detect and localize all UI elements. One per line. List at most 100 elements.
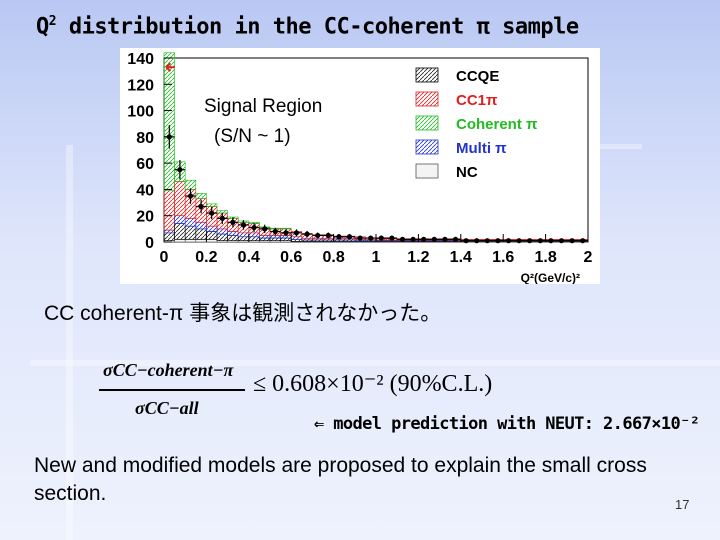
background-band-horizontal bbox=[30, 360, 720, 366]
slide-title: Q2 distribution in the CC-coherent π sam… bbox=[36, 14, 579, 39]
data-point-25 bbox=[431, 236, 437, 242]
data-point-15 bbox=[325, 232, 331, 239]
data-point-26 bbox=[442, 236, 448, 242]
bar-multi-2 bbox=[184, 218, 197, 227]
bar-coherent-0 bbox=[163, 52, 175, 192]
data-point-38 bbox=[569, 238, 575, 244]
bar-multi-10 bbox=[269, 235, 281, 239]
bar-ccqe-6 bbox=[227, 235, 239, 241]
bar-multi-7 bbox=[237, 232, 250, 238]
bar-coherent-5 bbox=[216, 210, 228, 214]
y-tick-label-20: 20 bbox=[136, 209, 154, 226]
data-point-3 bbox=[198, 203, 204, 210]
data-point-20 bbox=[378, 235, 384, 241]
legend-swatch-0 bbox=[415, 67, 439, 83]
legend-label-0: CCQE bbox=[456, 68, 499, 85]
bar-multi-0 bbox=[163, 229, 175, 234]
signal-region-label-0: Signal Region bbox=[204, 96, 322, 117]
data-point-18 bbox=[357, 235, 363, 241]
body-text: New and modified models are proposed to … bbox=[34, 454, 647, 505]
data-point-39 bbox=[580, 238, 586, 244]
x-tick-label-0.2: 0.2 bbox=[195, 249, 217, 266]
bar-ccqe-2 bbox=[184, 225, 197, 240]
formula-relation: ≤ 0.608×10⁻² (90%C.L.) bbox=[253, 371, 493, 397]
data-point-17 bbox=[346, 234, 353, 240]
bar-nc-1 bbox=[174, 239, 186, 243]
x-tick-label-0.6: 0.6 bbox=[280, 249, 302, 266]
data-point-1 bbox=[177, 167, 183, 173]
data-point-34 bbox=[527, 238, 533, 244]
x-tick-label-2: 2 bbox=[584, 249, 593, 266]
formula-denominator: σCC−all bbox=[135, 398, 199, 418]
bar-nc-3 bbox=[195, 239, 207, 243]
data-point-2 bbox=[187, 193, 194, 199]
y-tick-label-140: 140 bbox=[127, 51, 154, 68]
bar-ccqe-1 bbox=[174, 223, 186, 240]
x-tick-label-1.4: 1.4 bbox=[450, 249, 472, 266]
background-band-vertical bbox=[66, 145, 73, 540]
subtitle: CC coherent-π 事象は観測されなかった。 bbox=[44, 302, 442, 325]
bar-ccqe-5 bbox=[216, 233, 228, 241]
bar-ccqe-11 bbox=[280, 237, 292, 241]
fraction-bar bbox=[99, 389, 245, 391]
model-prediction-note: ⇐ model prediction with NEUT: 2.667×10⁻² bbox=[314, 414, 700, 434]
upper-limit-formula: σCC−coherent−π σCC−all ≤ 0.608×10⁻² (90%… bbox=[95, 352, 565, 432]
title-superscript: 2 bbox=[48, 14, 57, 29]
y-tick-label-80: 80 bbox=[136, 130, 154, 147]
bar-coherent-2 bbox=[184, 179, 197, 190]
bar-ccqe-3 bbox=[195, 228, 207, 240]
x-tick-label-1.8: 1.8 bbox=[534, 249, 556, 266]
bar-nc-2 bbox=[184, 239, 197, 243]
bar-coherent-4 bbox=[206, 203, 218, 207]
bar-multi-3 bbox=[195, 221, 207, 230]
data-point-14 bbox=[315, 232, 321, 239]
data-point-4 bbox=[209, 210, 215, 216]
bar-cc1-0 bbox=[163, 190, 175, 231]
formula-numerator: σCC−coherent−π bbox=[103, 360, 234, 380]
bar-multi-9 bbox=[259, 235, 271, 239]
title-text: distribution in the CC-coherent π sample bbox=[56, 14, 579, 40]
data-point-21 bbox=[389, 235, 395, 241]
data-point-24 bbox=[421, 236, 427, 242]
data-point-16 bbox=[336, 234, 342, 240]
data-point-12 bbox=[293, 230, 300, 236]
bar-multi-5 bbox=[216, 228, 228, 235]
y-tick-label-60: 60 bbox=[136, 156, 154, 173]
bar-multi-4 bbox=[206, 225, 218, 232]
data-point-7 bbox=[240, 222, 247, 228]
bar-coherent-11 bbox=[280, 227, 292, 230]
page-number: 17 bbox=[675, 497, 690, 512]
bar-ccqe-7 bbox=[237, 236, 250, 241]
data-point-30 bbox=[484, 238, 490, 244]
q2-histogram-svg: 0 20 40 60 80 100 120 140 0 0.2 0.4 0.6 0.8 1 1.2 1.4 1.… bbox=[127, 51, 593, 285]
y-tick-label-100: 100 bbox=[127, 104, 154, 121]
x-axis-label: Q²(GeV/c)² bbox=[521, 271, 580, 284]
data-point-29 bbox=[474, 238, 480, 244]
bar-multi-6 bbox=[227, 231, 239, 236]
data-point-33 bbox=[516, 238, 522, 244]
bar-ccqe-4 bbox=[206, 231, 218, 240]
x-tick-label-1: 1 bbox=[372, 249, 381, 266]
background-band-upper bbox=[600, 144, 642, 149]
data-point-5 bbox=[219, 215, 225, 221]
data-point-27 bbox=[452, 236, 459, 242]
x-tick-label-0: 0 bbox=[160, 249, 169, 266]
data-point-37 bbox=[558, 238, 565, 244]
data-point-28 bbox=[463, 238, 469, 244]
q2-histogram-plot: 0 20 40 60 80 100 120 140 0 0.2 0.4 0.6 0.8 1 1.2 1.4 1.… bbox=[120, 48, 600, 285]
data-point-13 bbox=[304, 231, 310, 237]
plot-frame bbox=[163, 57, 589, 243]
x-tick-label-1.6: 1.6 bbox=[492, 249, 514, 266]
bar-ccqe-8 bbox=[248, 236, 260, 241]
bar-ccqe-9 bbox=[259, 237, 271, 241]
data-point-11 bbox=[283, 230, 289, 236]
data-point-35 bbox=[537, 238, 543, 244]
data-point-22 bbox=[399, 236, 406, 242]
x-tick-label-1.2: 1.2 bbox=[407, 249, 429, 266]
x-tick-label-0.8: 0.8 bbox=[322, 249, 344, 266]
legend-label-3: Multi π bbox=[456, 140, 507, 157]
bar-ccqe-10 bbox=[269, 237, 281, 241]
bar-cc1-1 bbox=[174, 181, 186, 217]
data-point-6 bbox=[230, 219, 236, 225]
bar-multi-8 bbox=[248, 232, 260, 238]
